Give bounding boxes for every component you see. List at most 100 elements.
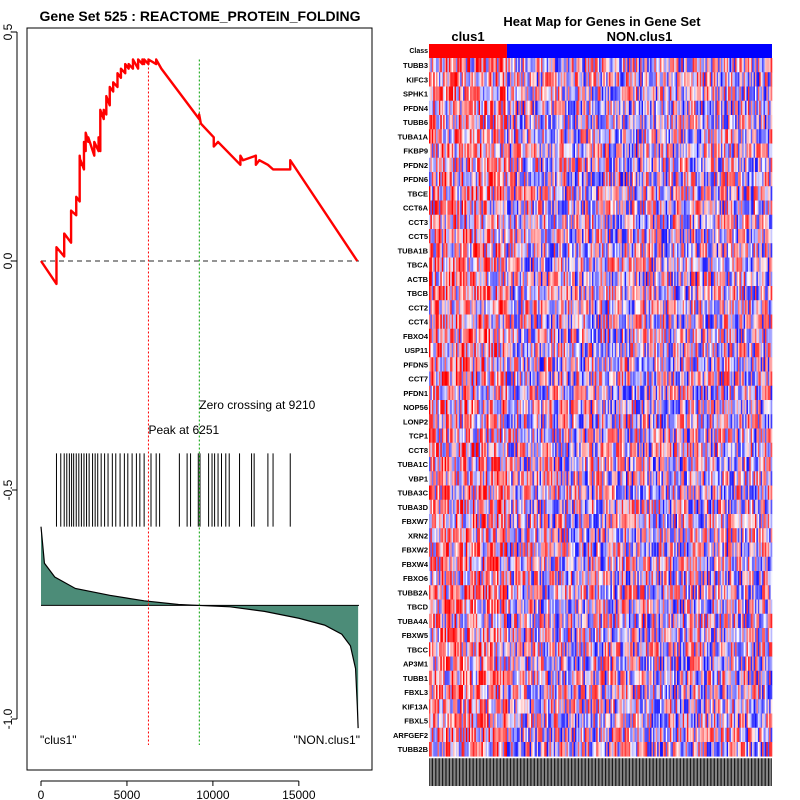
heatmap-cell bbox=[583, 214, 586, 230]
heatmap-cell bbox=[740, 229, 743, 244]
heatmap-cell bbox=[692, 186, 695, 201]
heatmap-cell bbox=[746, 115, 749, 130]
heatmap-cell bbox=[482, 143, 485, 159]
heatmap-cell bbox=[518, 115, 521, 130]
heatmap-cell bbox=[569, 200, 572, 216]
heatmap-cell bbox=[525, 186, 528, 201]
heatmap-cell bbox=[586, 72, 589, 87]
heatmap-cell bbox=[508, 129, 511, 144]
heatmap-cell bbox=[677, 200, 679, 216]
heatmap-cell bbox=[562, 129, 564, 144]
heatmap-cell bbox=[681, 143, 684, 159]
heatmap-cell bbox=[708, 271, 710, 287]
heatmap-cell bbox=[498, 72, 501, 87]
heatmap-cell bbox=[640, 86, 642, 102]
heatmap-cell bbox=[596, 271, 598, 287]
heatmap-cell bbox=[679, 172, 682, 187]
heatmap-cell bbox=[630, 86, 632, 102]
heatmap-cell bbox=[565, 271, 567, 287]
heatmap-cell bbox=[533, 143, 536, 159]
heatmap-cell bbox=[546, 86, 549, 102]
heatmap-cell bbox=[556, 143, 559, 159]
heatmap-cell bbox=[620, 257, 623, 273]
heatmap-cell bbox=[467, 243, 469, 258]
heatmap-cell bbox=[499, 115, 502, 130]
heatmap-cell bbox=[689, 86, 692, 102]
heatmap-cell bbox=[559, 86, 562, 102]
heatmap-cell bbox=[491, 115, 494, 130]
heatmap-cell bbox=[756, 214, 759, 230]
heatmap-cell bbox=[764, 186, 767, 201]
heatmap-cell bbox=[604, 200, 607, 216]
heatmap-cell bbox=[535, 172, 538, 187]
heatmap-cell bbox=[434, 200, 437, 216]
heatmap-cell bbox=[580, 129, 583, 144]
heatmap-cell bbox=[750, 257, 753, 273]
heatmap-cell bbox=[556, 186, 559, 201]
heatmap-cell bbox=[516, 100, 519, 116]
heatmap-cell bbox=[584, 214, 587, 230]
heatmap-cell bbox=[526, 229, 529, 244]
heatmap-cell bbox=[600, 172, 603, 187]
heatmap-cell bbox=[441, 186, 444, 201]
heatmap-cell bbox=[569, 172, 572, 187]
heatmap-cell bbox=[709, 72, 712, 87]
heatmap-cell bbox=[528, 143, 530, 159]
heatmap-cell bbox=[614, 157, 617, 173]
heatmap-cell bbox=[684, 58, 686, 73]
heatmap-cell bbox=[441, 86, 444, 102]
heatmap-cell bbox=[657, 72, 659, 87]
heatmap-cell bbox=[712, 172, 715, 187]
heatmap-cell bbox=[599, 243, 601, 258]
heatmap-cell bbox=[655, 186, 658, 201]
heatmap-cell bbox=[736, 186, 739, 201]
heatmap-cell bbox=[668, 115, 671, 130]
heatmap-cell bbox=[742, 58, 744, 73]
heatmap-cell bbox=[559, 271, 562, 287]
heatmap-cell bbox=[582, 86, 584, 102]
heatmap-cell bbox=[669, 214, 672, 230]
heatmap-cell bbox=[728, 157, 730, 173]
heatmap-cell bbox=[565, 72, 567, 87]
heatmap-cell bbox=[485, 157, 488, 173]
heatmap-cell bbox=[762, 86, 764, 102]
heatmap-cell bbox=[613, 58, 615, 73]
heatmap-cell bbox=[749, 172, 752, 187]
heatmap-cell bbox=[596, 200, 598, 216]
heatmap-cell bbox=[538, 143, 540, 159]
heatmap-cell bbox=[757, 200, 760, 216]
heatmap-cell bbox=[692, 115, 695, 130]
heatmap-cell bbox=[497, 229, 499, 244]
heatmap-cell bbox=[429, 229, 431, 244]
heatmap-cell bbox=[570, 243, 573, 258]
heatmap-cell bbox=[633, 257, 635, 273]
heatmap-cell bbox=[764, 143, 767, 159]
heatmap-cell bbox=[655, 72, 658, 87]
heatmap-cell bbox=[674, 243, 676, 258]
heatmap-cell bbox=[668, 200, 671, 216]
heatmap-cell bbox=[695, 271, 698, 287]
heatmap-cell bbox=[444, 72, 447, 87]
heatmap-cell bbox=[553, 58, 556, 73]
heatmap-cell bbox=[501, 286, 504, 301]
heatmap-cell bbox=[481, 200, 484, 216]
heatmap-cell bbox=[769, 214, 771, 230]
heatmap-cell bbox=[583, 129, 586, 144]
heatmap-cell bbox=[681, 186, 684, 201]
heatmap-cell bbox=[523, 200, 526, 216]
heatmap-cell bbox=[729, 115, 732, 130]
heatmap-cell bbox=[706, 129, 709, 144]
heatmap-cell bbox=[746, 257, 749, 273]
heatmap-cell bbox=[589, 271, 591, 287]
heatmap-cell bbox=[529, 86, 532, 102]
heatmap-cell bbox=[634, 271, 637, 287]
heatmap-cell bbox=[565, 157, 567, 173]
heatmap-cell bbox=[584, 157, 587, 173]
heatmap-cell bbox=[447, 58, 450, 73]
heatmap-cell bbox=[713, 72, 716, 87]
heatmap-cell bbox=[516, 86, 519, 102]
heatmap-cell bbox=[696, 257, 699, 273]
enrichment-panel: Gene Set 525 : REACTOME_PROTEIN_FOLDING … bbox=[1, 8, 373, 800]
heatmap-cell bbox=[669, 129, 672, 144]
heatmap-cell bbox=[526, 172, 529, 187]
